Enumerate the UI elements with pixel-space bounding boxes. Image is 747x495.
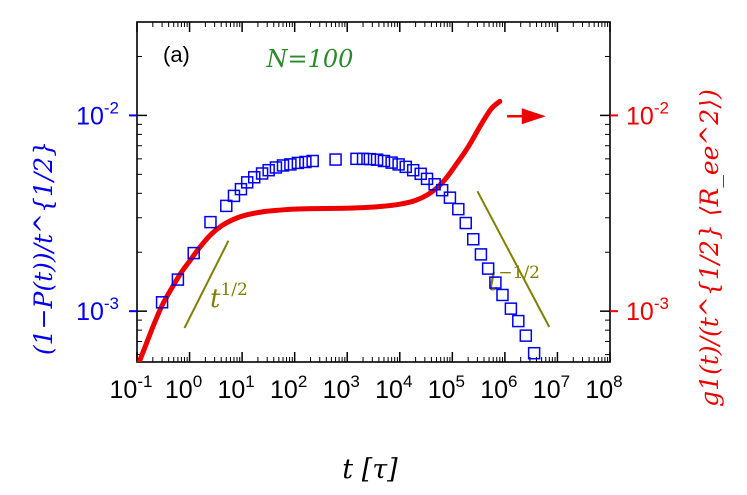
data-point [234, 182, 248, 196]
y-tick-label: 10-2 [76, 98, 119, 130]
data-point [385, 156, 398, 169]
x-tick-label: 105 [428, 372, 465, 404]
data-point [329, 153, 342, 166]
guide-line [183, 240, 230, 329]
data-point [155, 296, 169, 309]
data-point [443, 191, 457, 204]
data-point [496, 288, 509, 302]
x-tick-label: 10-1 [110, 372, 153, 404]
guide-lines: t1/2 t−1/2 [183, 190, 551, 329]
data-point [504, 302, 518, 315]
data-point [474, 248, 488, 261]
arrow-head [521, 108, 546, 125]
red-series [137, 98, 503, 362]
data-point [171, 273, 185, 286]
data-point [363, 152, 377, 166]
data-point [519, 329, 533, 342]
data-point [255, 167, 269, 180]
annotation-n: N=100 [266, 45, 354, 73]
data-point [204, 215, 217, 229]
data-point [527, 346, 541, 360]
x-tick-label: 108 [585, 372, 622, 404]
data-point [356, 152, 370, 166]
right-axis-arrow [507, 108, 546, 125]
data-point [435, 183, 449, 197]
data-point [247, 171, 261, 184]
blue-series [155, 152, 541, 360]
data-point [291, 156, 305, 170]
left-y-axis: 10-3 10-2 [76, 21, 147, 356]
data-point [187, 246, 200, 260]
plot-frame [136, 21, 611, 363]
data-point [406, 163, 420, 177]
x-tick-label: 100 [165, 372, 202, 404]
data-point [284, 158, 297, 171]
guide-line-label: t−1/2 [488, 263, 540, 297]
red-curve [137, 98, 503, 362]
data-point [299, 155, 312, 169]
x-axis-label: t [τ] [342, 454, 398, 485]
guide-line [476, 190, 551, 328]
x-axis: 10-1 100 101 102 103 104 105 106 107 108 [110, 22, 623, 404]
data-point [262, 163, 275, 177]
right-y-axis-label: g1(t)/(t^{1/2} ⟨R_ee^2⟩) [695, 89, 724, 407]
panel-label: (a) [163, 42, 190, 67]
right-y-axis: 10-3 10-2 [600, 21, 669, 356]
data-point [512, 314, 525, 328]
x-tick-label: 101 [217, 372, 254, 404]
data-point [459, 216, 472, 230]
y-tick-label: 10-2 [626, 98, 669, 130]
y-tick-label: 10-3 [76, 294, 119, 326]
data-point [399, 160, 413, 174]
data-point [466, 233, 480, 246]
data-point [306, 154, 319, 168]
data-point [227, 189, 241, 203]
data-point [276, 159, 290, 172]
x-tick-label: 107 [533, 372, 570, 404]
data-point [452, 202, 465, 216]
guide-line-label: t1/2 [210, 280, 248, 314]
data-point [392, 158, 405, 171]
left-y-axis-label: (1−P(t))/t^{1/2} [29, 141, 58, 355]
x-tick-label: 102 [270, 372, 307, 404]
x-tick-label: 103 [323, 372, 360, 404]
x-tick-label: 106 [480, 372, 517, 404]
data-point [269, 161, 283, 174]
data-point [377, 154, 391, 168]
data-point [220, 199, 233, 213]
data-point [370, 153, 384, 166]
y-tick-label: 10-3 [626, 294, 669, 326]
data-point [481, 262, 495, 275]
data-point [350, 152, 363, 166]
data-point [489, 276, 502, 289]
x-tick-label: 104 [375, 372, 412, 404]
